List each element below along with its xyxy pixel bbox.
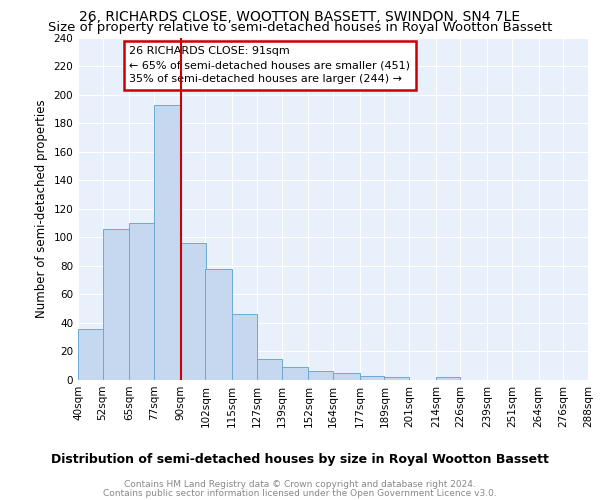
Bar [181,243,205,380]
Bar [385,377,409,380]
Text: Contains public sector information licensed under the Open Government Licence v3: Contains public sector information licen… [103,489,497,498]
Bar [308,372,333,380]
Text: 26, RICHARDS CLOSE, WOOTTON BASSETT, SWINDON, SN4 7LE: 26, RICHARDS CLOSE, WOOTTON BASSETT, SWI… [79,10,521,24]
Bar [78,328,103,380]
Bar [205,268,232,380]
Text: Contains HM Land Registry data © Crown copyright and database right 2024.: Contains HM Land Registry data © Crown c… [124,480,476,489]
Text: Distribution of semi-detached houses by size in Royal Wootton Bassett: Distribution of semi-detached houses by … [51,452,549,466]
Bar [281,367,308,380]
Bar [232,314,257,380]
Bar [257,358,281,380]
Text: Size of property relative to semi-detached houses in Royal Wootton Bassett: Size of property relative to semi-detach… [48,21,552,34]
Bar [436,377,461,380]
Bar [154,104,181,380]
Text: 26 RICHARDS CLOSE: 91sqm
← 65% of semi-detached houses are smaller (451)
35% of : 26 RICHARDS CLOSE: 91sqm ← 65% of semi-d… [130,46,410,84]
Bar [130,223,154,380]
Bar [103,228,130,380]
Bar [333,373,360,380]
Y-axis label: Number of semi-detached properties: Number of semi-detached properties [35,100,48,318]
Bar [360,376,385,380]
